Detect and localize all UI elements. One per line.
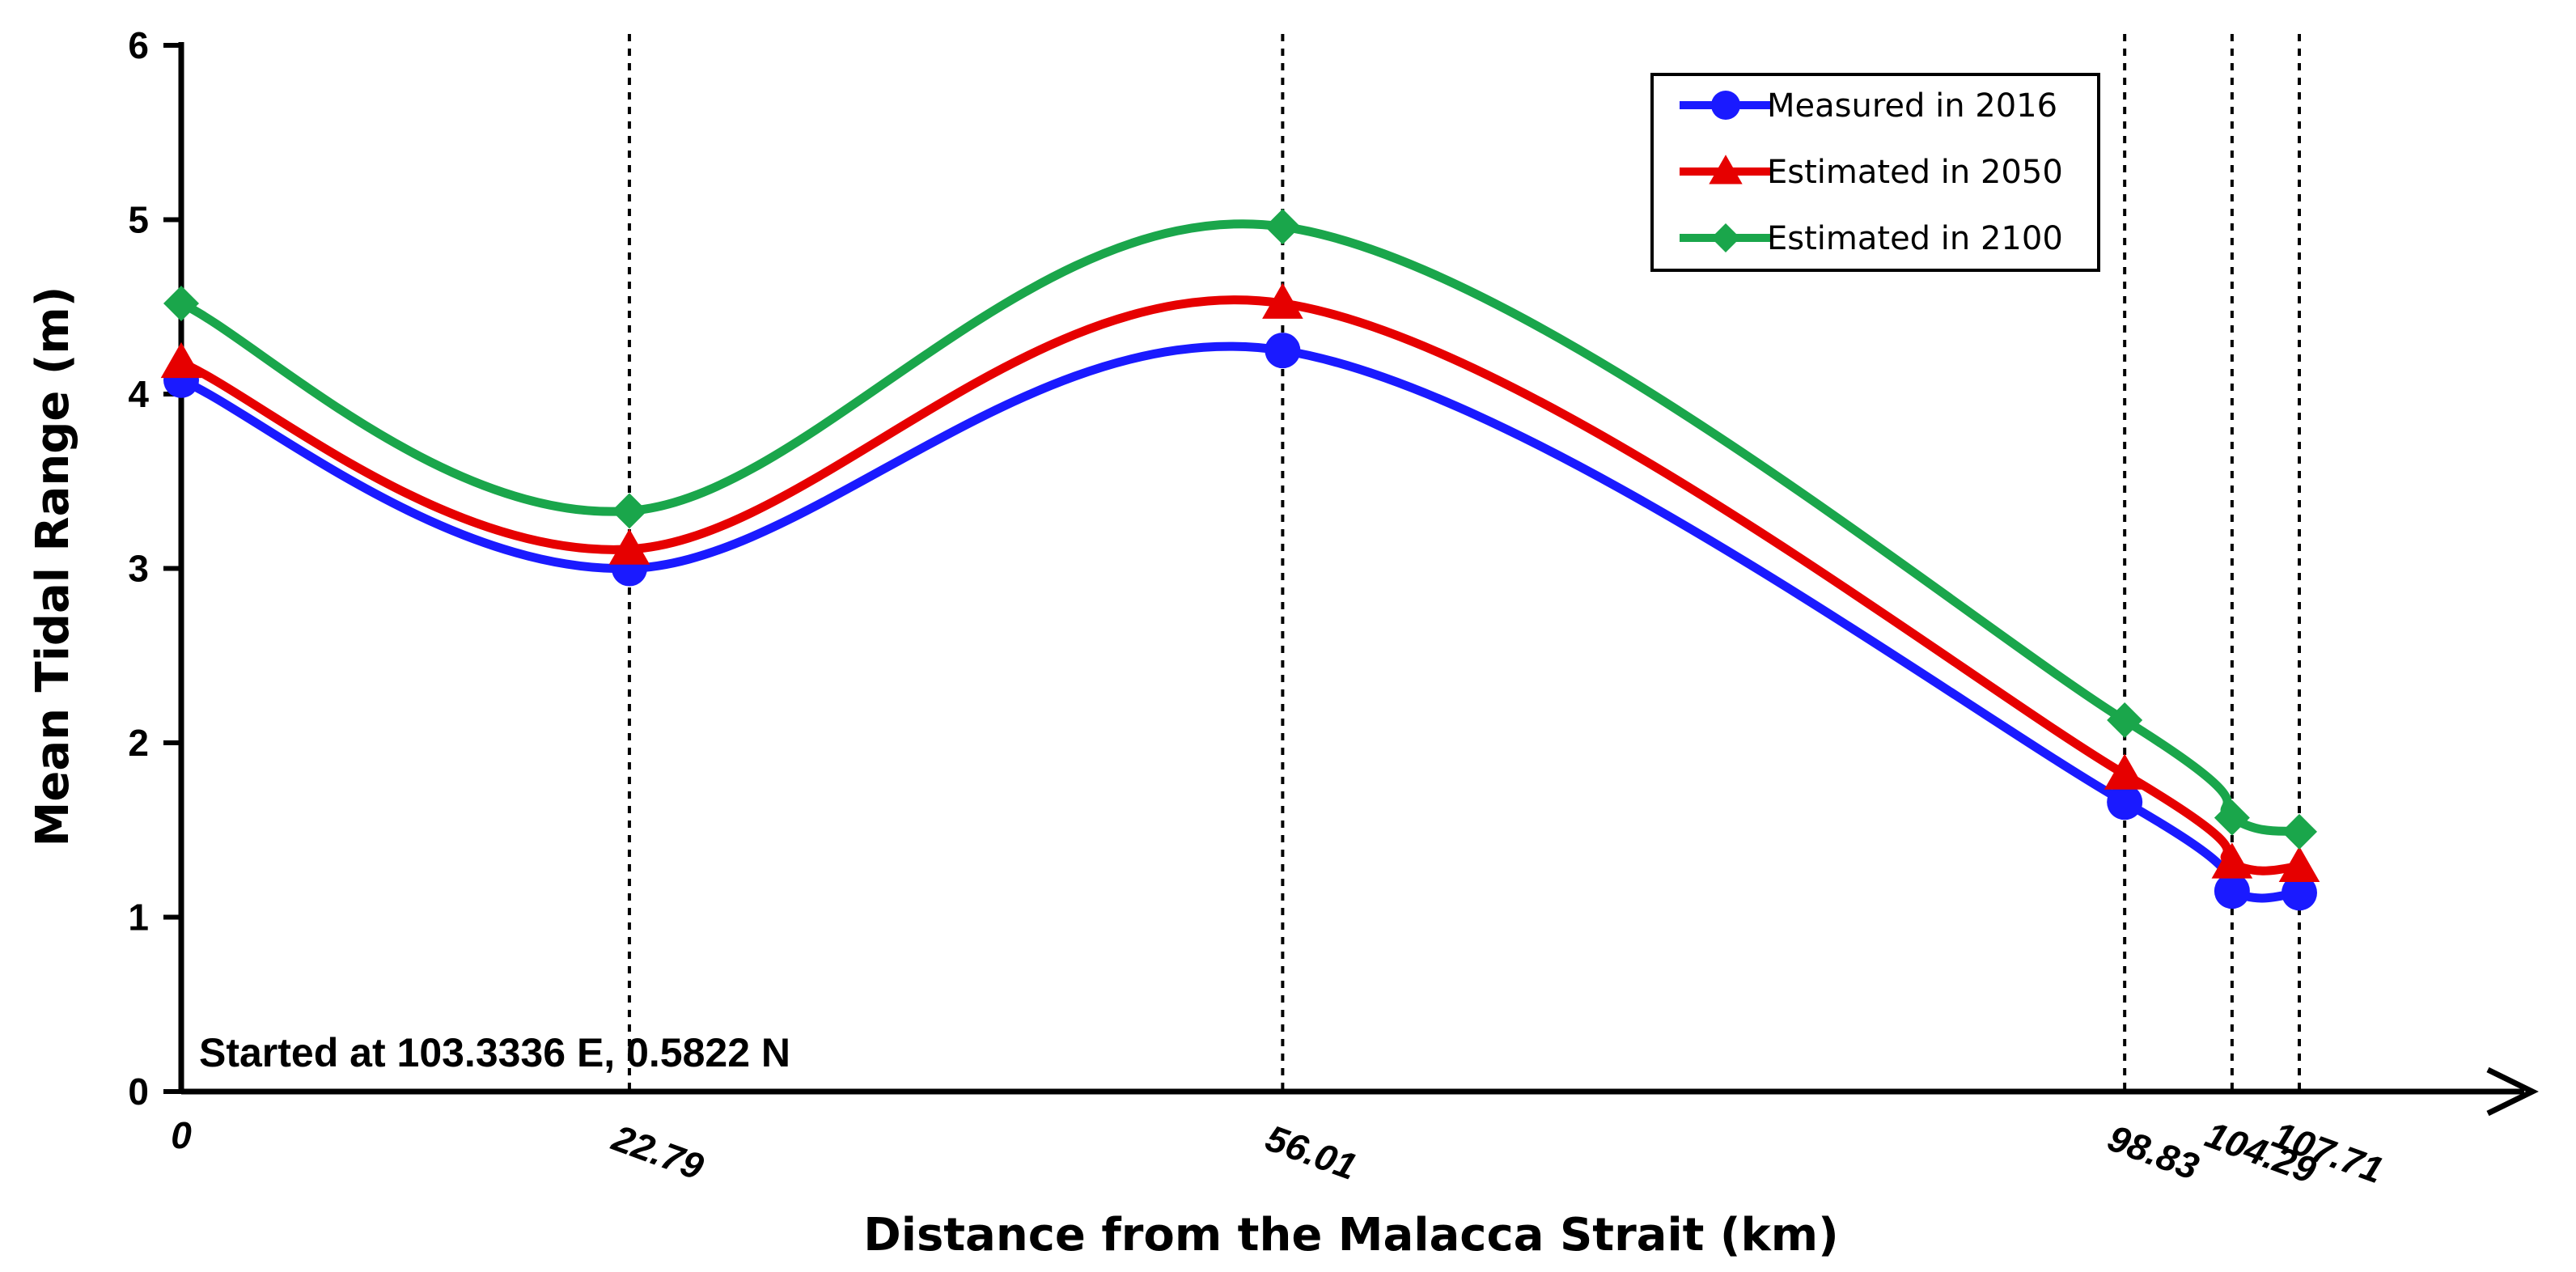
legend-marker-0 xyxy=(1711,91,1740,120)
series-1 xyxy=(160,282,2320,882)
data-point-s2-5 xyxy=(2282,813,2317,850)
y-tick-label-6: 6 xyxy=(128,24,149,66)
data-point-s2-4 xyxy=(2214,799,2250,836)
y-tick-label-3: 3 xyxy=(128,548,149,590)
series-layer xyxy=(160,209,2320,911)
y-tick-label-0: 0 xyxy=(128,1071,149,1113)
data-point-s1-4 xyxy=(2211,842,2253,879)
data-point-s0-2 xyxy=(1265,333,1301,369)
data-point-s1-3 xyxy=(2104,753,2146,790)
axes xyxy=(178,42,2539,1117)
legend-label-0: Measured in 2016 xyxy=(1767,87,2057,125)
series-2 xyxy=(163,209,2317,850)
data-point-s2-2 xyxy=(1265,209,1301,245)
data-point-s2-0 xyxy=(163,285,199,321)
data-point-s1-5 xyxy=(2278,846,2320,882)
data-point-s1-1 xyxy=(608,528,650,565)
series-line-2 xyxy=(176,219,2304,837)
x-tick-label-2: 56.01 xyxy=(1260,1117,1362,1188)
y-axis-title: Mean Tidal Range (m) xyxy=(27,286,79,847)
data-point-s0-4 xyxy=(2214,873,2250,909)
y-tick-label-5: 5 xyxy=(128,199,149,241)
series-line-1 xyxy=(176,295,2304,876)
x-tick-label-3: 98.83 xyxy=(2103,1117,2205,1188)
legend-label-1: Estimated in 2050 xyxy=(1767,154,2063,191)
x-axis-title: Distance from the Malacca Strait (km) xyxy=(863,1209,1838,1261)
legend: Measured in 2016 Estimated in 2050 Estimat… xyxy=(1650,73,2100,272)
y-tick-label-1: 1 xyxy=(128,897,149,939)
data-point-s0-3 xyxy=(2107,784,2143,820)
x-tick-label-0: 0 xyxy=(171,1114,192,1156)
data-point-s2-3 xyxy=(2107,702,2143,738)
series-0 xyxy=(163,333,2317,911)
x-axis-arrow-icon xyxy=(2486,1066,2539,1117)
x-tick-label-1: 22.79 xyxy=(606,1117,709,1189)
data-point-s1-2 xyxy=(1262,282,1303,319)
legend-marker-1 xyxy=(1709,155,1743,184)
y-axis-ticks: 0 1 2 3 4 5 6 xyxy=(128,24,181,1113)
data-point-s0-5 xyxy=(2282,875,2317,911)
data-point-s1-0 xyxy=(160,341,202,379)
y-tick-label-4: 4 xyxy=(128,373,149,415)
start-location-annotation: Started at 103.3336 E, 0.5822 N xyxy=(199,1030,790,1075)
data-point-s2-1 xyxy=(611,493,647,529)
legend-marker-2 xyxy=(1711,223,1740,252)
y-tick-label-2: 2 xyxy=(128,722,149,764)
legend-label-2: Estimated in 2100 xyxy=(1767,220,2063,257)
